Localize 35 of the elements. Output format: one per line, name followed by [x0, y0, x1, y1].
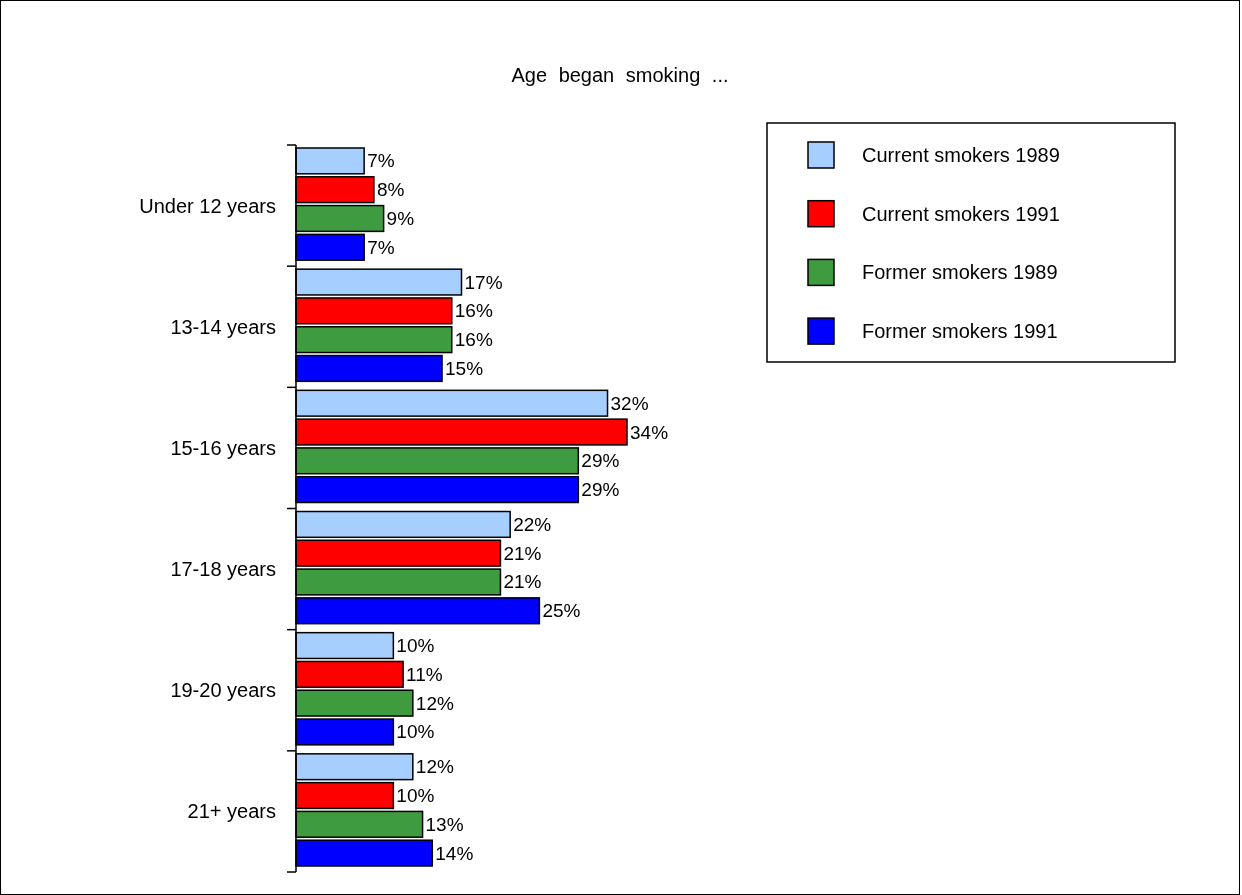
y-tick-label: 15-16 years	[170, 436, 276, 459]
data-label: 12%	[415, 756, 454, 778]
data-label: 32%	[610, 392, 649, 414]
legend-label: Former smokers 1989	[862, 261, 1058, 284]
chart-title: Age began smoking ...	[511, 64, 729, 86]
data-label: 10%	[396, 721, 435, 743]
y-tick-label: 19-20 years	[170, 679, 276, 702]
legend-label: Current smokers 1989	[862, 144, 1060, 166]
data-label: 21%	[503, 571, 542, 593]
data-label: 11%	[406, 663, 443, 685]
legend-label: Former smokers 1991	[862, 320, 1058, 343]
data-label: 14%	[435, 842, 474, 864]
data-label: 13%	[425, 813, 464, 835]
y-tick-label: 13-14 years	[170, 315, 276, 338]
data-label: 8%	[376, 179, 405, 201]
data-label: 10%	[396, 785, 435, 807]
data-label: 21%	[503, 542, 542, 564]
data-label: 34%	[630, 421, 669, 443]
data-label: 16%	[454, 300, 493, 322]
data-label: 12%	[415, 692, 454, 714]
data-label: 29%	[581, 450, 620, 472]
data-label: 7%	[367, 150, 395, 172]
data-label: 29%	[581, 479, 620, 501]
data-label: 22%	[513, 513, 552, 535]
data-label: 7%	[367, 236, 395, 258]
y-tick-label: 17-18 years	[170, 558, 276, 581]
data-label: 9%	[386, 207, 415, 229]
data-label: 17%	[464, 271, 503, 293]
y-tick-label: 21+ years	[187, 800, 276, 823]
data-label: 10%	[396, 635, 435, 657]
y-tick-label: Under 12 years	[139, 194, 276, 217]
data-label: 25%	[542, 600, 581, 622]
legend-label: Current smokers 1991	[862, 202, 1060, 225]
data-label: 16%	[454, 329, 493, 351]
data-label: 15%	[445, 357, 484, 379]
